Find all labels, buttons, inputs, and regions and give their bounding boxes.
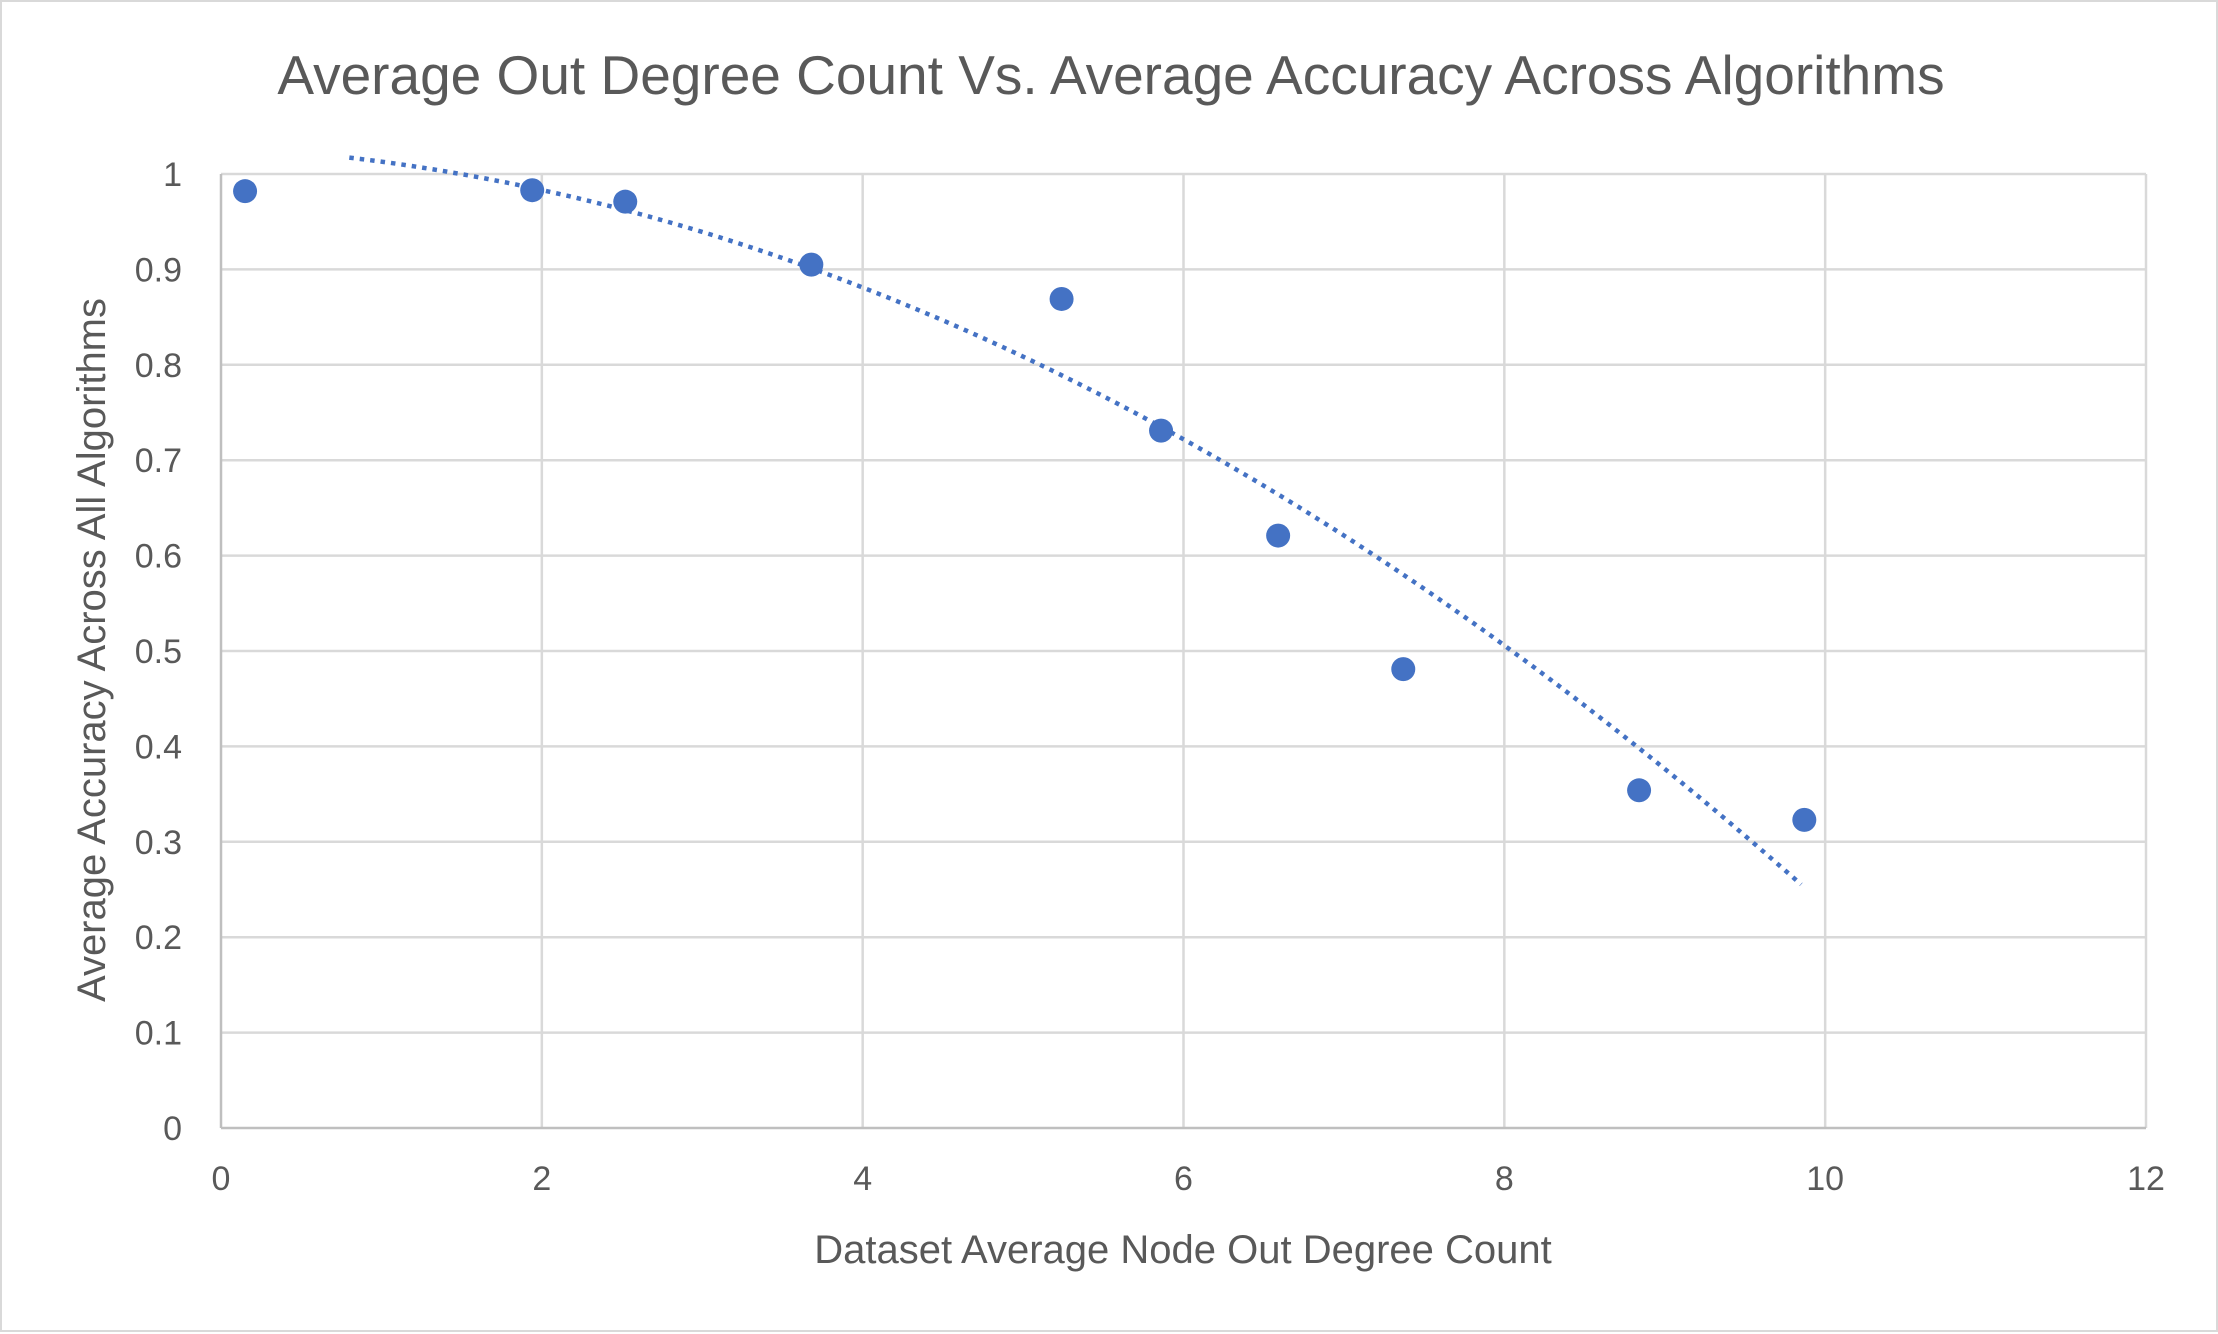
y-tick-label: 0.9: [135, 251, 182, 289]
x-axis-label: Dataset Average Node Out Degree Count: [814, 1228, 1552, 1272]
axes: [219, 174, 2146, 1130]
data-point: [1792, 807, 1817, 832]
data-point: [613, 189, 638, 214]
y-tick-label: 0.6: [135, 538, 182, 576]
x-tick-label: 4: [853, 1160, 872, 1198]
chart-title: Average Out Degree Count Vs. Average Acc…: [277, 44, 1944, 106]
data-point: [1627, 778, 1652, 803]
data-point: [1049, 286, 1074, 311]
data-point: [1266, 523, 1291, 548]
data-point: [520, 178, 545, 203]
y-tick-label: 0.7: [135, 442, 182, 480]
data-point: [1391, 657, 1416, 682]
data-points: [233, 178, 1817, 832]
x-tick-label: 2: [532, 1160, 551, 1198]
x-tick-label: 8: [1495, 1160, 1514, 1198]
y-tick-label: 0.4: [135, 728, 182, 766]
data-point: [1149, 418, 1174, 443]
x-tick-label: 0: [212, 1160, 231, 1198]
gridlines: [221, 172, 2148, 1128]
y-tick-label: 0.5: [135, 633, 182, 671]
y-tick-label: 1: [163, 156, 182, 194]
y-tick-label: 0.1: [135, 1015, 182, 1053]
x-tick-label: 6: [1174, 1160, 1193, 1198]
tick-labels: 00.10.20.30.40.50.60.70.80.910 2 4 6 8 10 12: [135, 156, 2165, 1198]
y-tick-label: 0: [163, 1110, 182, 1148]
x-tick-label: 10: [1806, 1160, 1844, 1198]
data-point: [233, 179, 258, 204]
data-point: [799, 252, 824, 277]
y-tick-label: 0.3: [135, 824, 182, 862]
y-tick-label: 0.2: [135, 919, 182, 957]
trendline: [349, 155, 1803, 887]
y-axis-label: Average Accuracy Across All Algorithms: [70, 298, 114, 1002]
y-tick-label: 0.8: [135, 347, 182, 385]
x-tick-label: 12: [2127, 1160, 2165, 1198]
